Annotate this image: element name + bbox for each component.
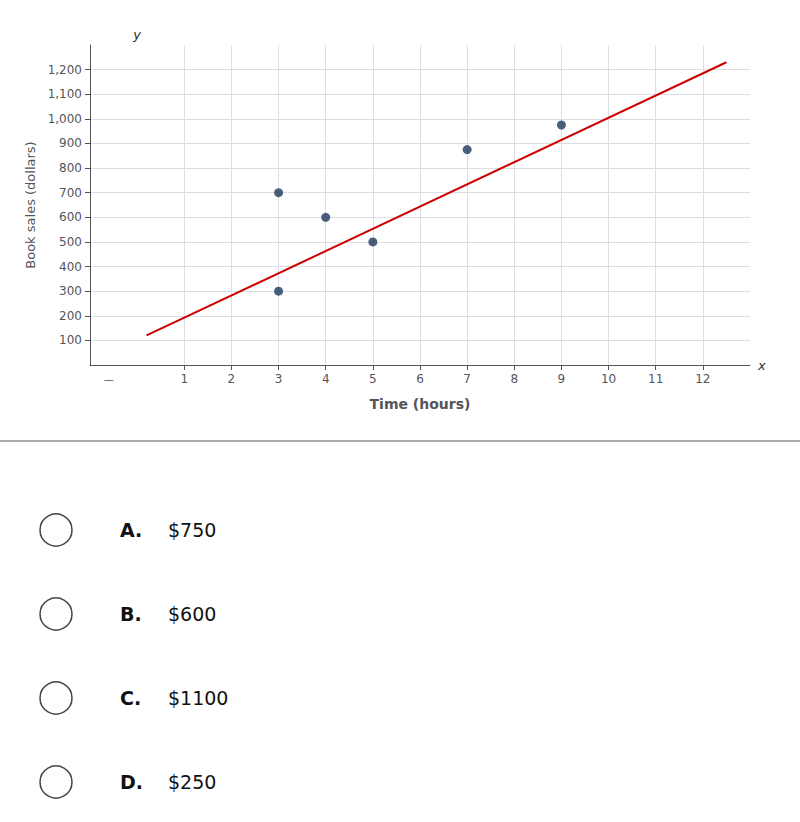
svg-text:—: — (104, 374, 114, 385)
svg-text:$250: $250 (168, 771, 216, 793)
svg-text:11: 11 (648, 372, 663, 386)
svg-text:700: 700 (59, 186, 82, 200)
svg-text:7: 7 (463, 372, 471, 386)
svg-text:5: 5 (369, 372, 377, 386)
svg-text:1,100: 1,100 (48, 87, 82, 101)
svg-text:600: 600 (59, 210, 82, 224)
svg-text:D.: D. (120, 771, 143, 793)
svg-text:4: 4 (322, 372, 330, 386)
svg-text:500: 500 (59, 235, 82, 249)
svg-text:B.: B. (120, 603, 142, 625)
svg-text:1: 1 (180, 372, 188, 386)
svg-text:900: 900 (59, 136, 82, 150)
svg-text:$1100: $1100 (168, 687, 228, 709)
svg-text:C.: C. (120, 687, 141, 709)
svg-text:6: 6 (416, 372, 424, 386)
svg-text:9: 9 (558, 372, 566, 386)
svg-text:Time (hours): Time (hours) (370, 396, 471, 412)
svg-text:3: 3 (275, 372, 283, 386)
svg-text:1,000: 1,000 (48, 112, 82, 126)
svg-text:$600: $600 (168, 603, 216, 625)
svg-text:12: 12 (695, 372, 710, 386)
svg-text:y: y (132, 27, 141, 42)
svg-text:10: 10 (601, 372, 616, 386)
svg-text:A.: A. (120, 519, 142, 541)
svg-text:800: 800 (59, 161, 82, 175)
svg-text:1,200: 1,200 (48, 63, 82, 77)
svg-text:100: 100 (59, 333, 82, 347)
svg-text:$750: $750 (168, 519, 216, 541)
svg-text:2: 2 (228, 372, 236, 386)
svg-text:x: x (757, 358, 766, 373)
svg-text:8: 8 (510, 372, 518, 386)
svg-text:300: 300 (59, 284, 82, 298)
svg-text:400: 400 (59, 260, 82, 274)
svg-text:Book sales (dollars): Book sales (dollars) (23, 141, 38, 268)
svg-text:200: 200 (59, 309, 82, 323)
